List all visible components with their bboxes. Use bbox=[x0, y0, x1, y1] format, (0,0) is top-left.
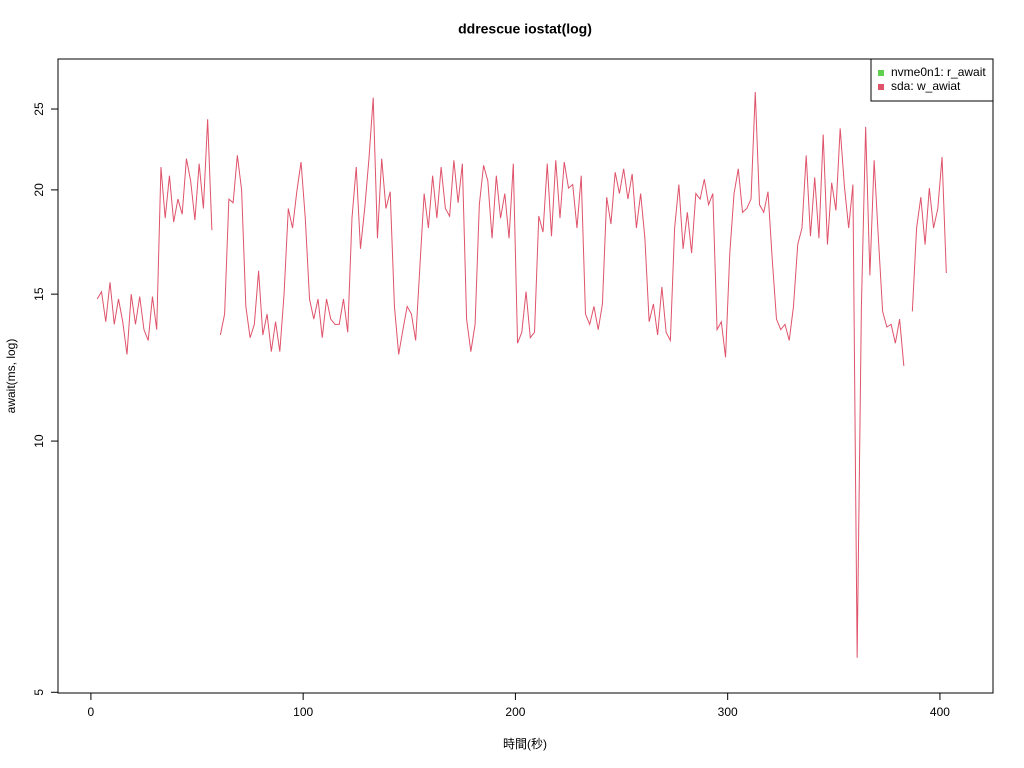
legend-label: nvme0n1: r_await bbox=[891, 65, 986, 79]
y-tick-label: 5 bbox=[32, 689, 46, 696]
chart-title: ddrescue iostat(log) bbox=[458, 21, 592, 37]
x-tick-label: 0 bbox=[88, 705, 95, 719]
y-tick-label: 10 bbox=[32, 434, 46, 448]
x-tick-label: 400 bbox=[930, 705, 950, 719]
legend-swatch bbox=[878, 70, 884, 76]
legend-swatch bbox=[878, 84, 884, 90]
plot-frame bbox=[57, 58, 994, 694]
legend-label: sda: w_awiat bbox=[891, 79, 961, 93]
x-tick-label: 300 bbox=[718, 705, 738, 719]
y-tick-label: 25 bbox=[32, 102, 46, 116]
legend-box bbox=[870, 58, 994, 102]
y-tick-label: 15 bbox=[32, 287, 46, 301]
y-axis-label: await(ms, log) bbox=[4, 339, 18, 414]
x-tick-label: 200 bbox=[505, 705, 525, 719]
x-tick-label: 100 bbox=[293, 705, 313, 719]
x-axis-label: 時間(秒) bbox=[503, 737, 547, 751]
y-tick-label: 20 bbox=[32, 183, 46, 197]
series-line bbox=[96, 92, 947, 658]
